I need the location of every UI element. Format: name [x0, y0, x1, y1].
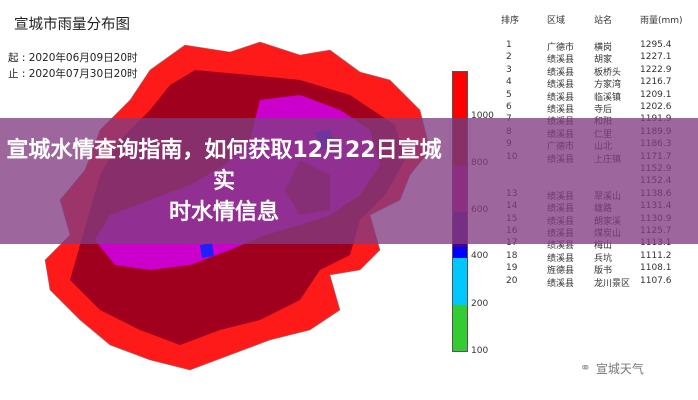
cell-rank: 20: [506, 275, 518, 286]
cell-rainfall: 1216.7: [640, 77, 672, 88]
cell-rank: 3: [506, 64, 512, 75]
cell-region: 旌德县: [547, 266, 575, 277]
cell-region: 绩溪县: [547, 278, 575, 289]
article-title: 宣城水情查询指南，如何获取12月22日宣城实 时水情信息: [4, 135, 444, 228]
map-title: 宣城市雨量分布图: [14, 17, 130, 33]
cell-rainfall: 1202.6: [640, 102, 672, 112]
cell-rank: 5: [506, 89, 512, 100]
wechat-icon: ⚭: [580, 361, 591, 376]
cell-region: 广德市: [547, 43, 575, 53]
legend-label: 100: [471, 346, 489, 356]
header-station: 站名: [594, 16, 613, 26]
cell-rainfall: 1295.4: [640, 40, 672, 50]
cell-rainfall: 1107.6: [640, 275, 672, 286]
cell-rainfall: 1111.2: [640, 250, 672, 261]
cell-station: 临溪镇: [594, 92, 622, 103]
cell-rank: 4: [506, 77, 512, 88]
article-title-line2: 时水情信息: [168, 200, 279, 225]
cell-station: 板桥头: [594, 67, 622, 78]
watermark-text: 宣城天气: [595, 362, 644, 376]
cell-region: 绩溪县: [547, 80, 575, 91]
cell-rainfall: 1222.9: [640, 64, 672, 75]
cell-region: 绩溪县: [547, 105, 575, 115]
cell-rank: 6: [506, 102, 512, 112]
cell-station: 方家湾: [594, 80, 622, 91]
header-rainfall: 雨量(mm): [640, 16, 683, 26]
legend-band-red: [453, 72, 467, 118]
watermark: ⚭ 宣城天气: [580, 360, 644, 377]
cell-rainfall: 1227.1: [640, 52, 672, 63]
cell-rank: 18: [506, 250, 518, 261]
cell-station: 胡家: [594, 55, 613, 66]
cell-region: 绩溪县: [547, 241, 575, 252]
cell-rainfall: 1108.1: [640, 263, 672, 274]
header-rank: 排序: [501, 16, 520, 26]
cell-station: 版书: [594, 266, 613, 277]
cell-station: 龙川景区: [594, 278, 631, 289]
legend-label: 400: [471, 251, 489, 261]
cell-rank: 2: [506, 52, 512, 63]
cell-region: 绩溪县: [547, 55, 575, 66]
cell-region: 绩溪县: [547, 253, 575, 264]
cell-rainfall: 1209.1: [640, 89, 672, 100]
cell-station: 寺后: [594, 105, 613, 115]
period-end: 止 : 2020年07月30日20时: [8, 68, 138, 80]
legend-band-green: [453, 305, 467, 351]
cell-rank: 19: [506, 263, 518, 274]
article-title-line1: 宣城水情查询指南，如何获取12月22日宣城实: [6, 138, 442, 194]
legend-label: 200: [471, 299, 489, 309]
header-region: 区域: [547, 16, 566, 26]
cell-region: 绩溪县: [547, 92, 575, 103]
cell-region: 绩溪县: [547, 67, 575, 78]
legend-label: 1000: [471, 111, 494, 121]
cell-station: 兵坑: [594, 253, 613, 264]
legend-band-cyan: [453, 258, 467, 305]
title-banner: [0, 118, 698, 244]
period-start: 起 : 2020年06月09日20时: [8, 52, 138, 64]
cell-station: 梅山: [594, 241, 613, 252]
cell-station: 横岗: [594, 43, 613, 53]
cell-rank: 1: [506, 40, 512, 50]
legend-band-blue: [453, 247, 467, 258]
